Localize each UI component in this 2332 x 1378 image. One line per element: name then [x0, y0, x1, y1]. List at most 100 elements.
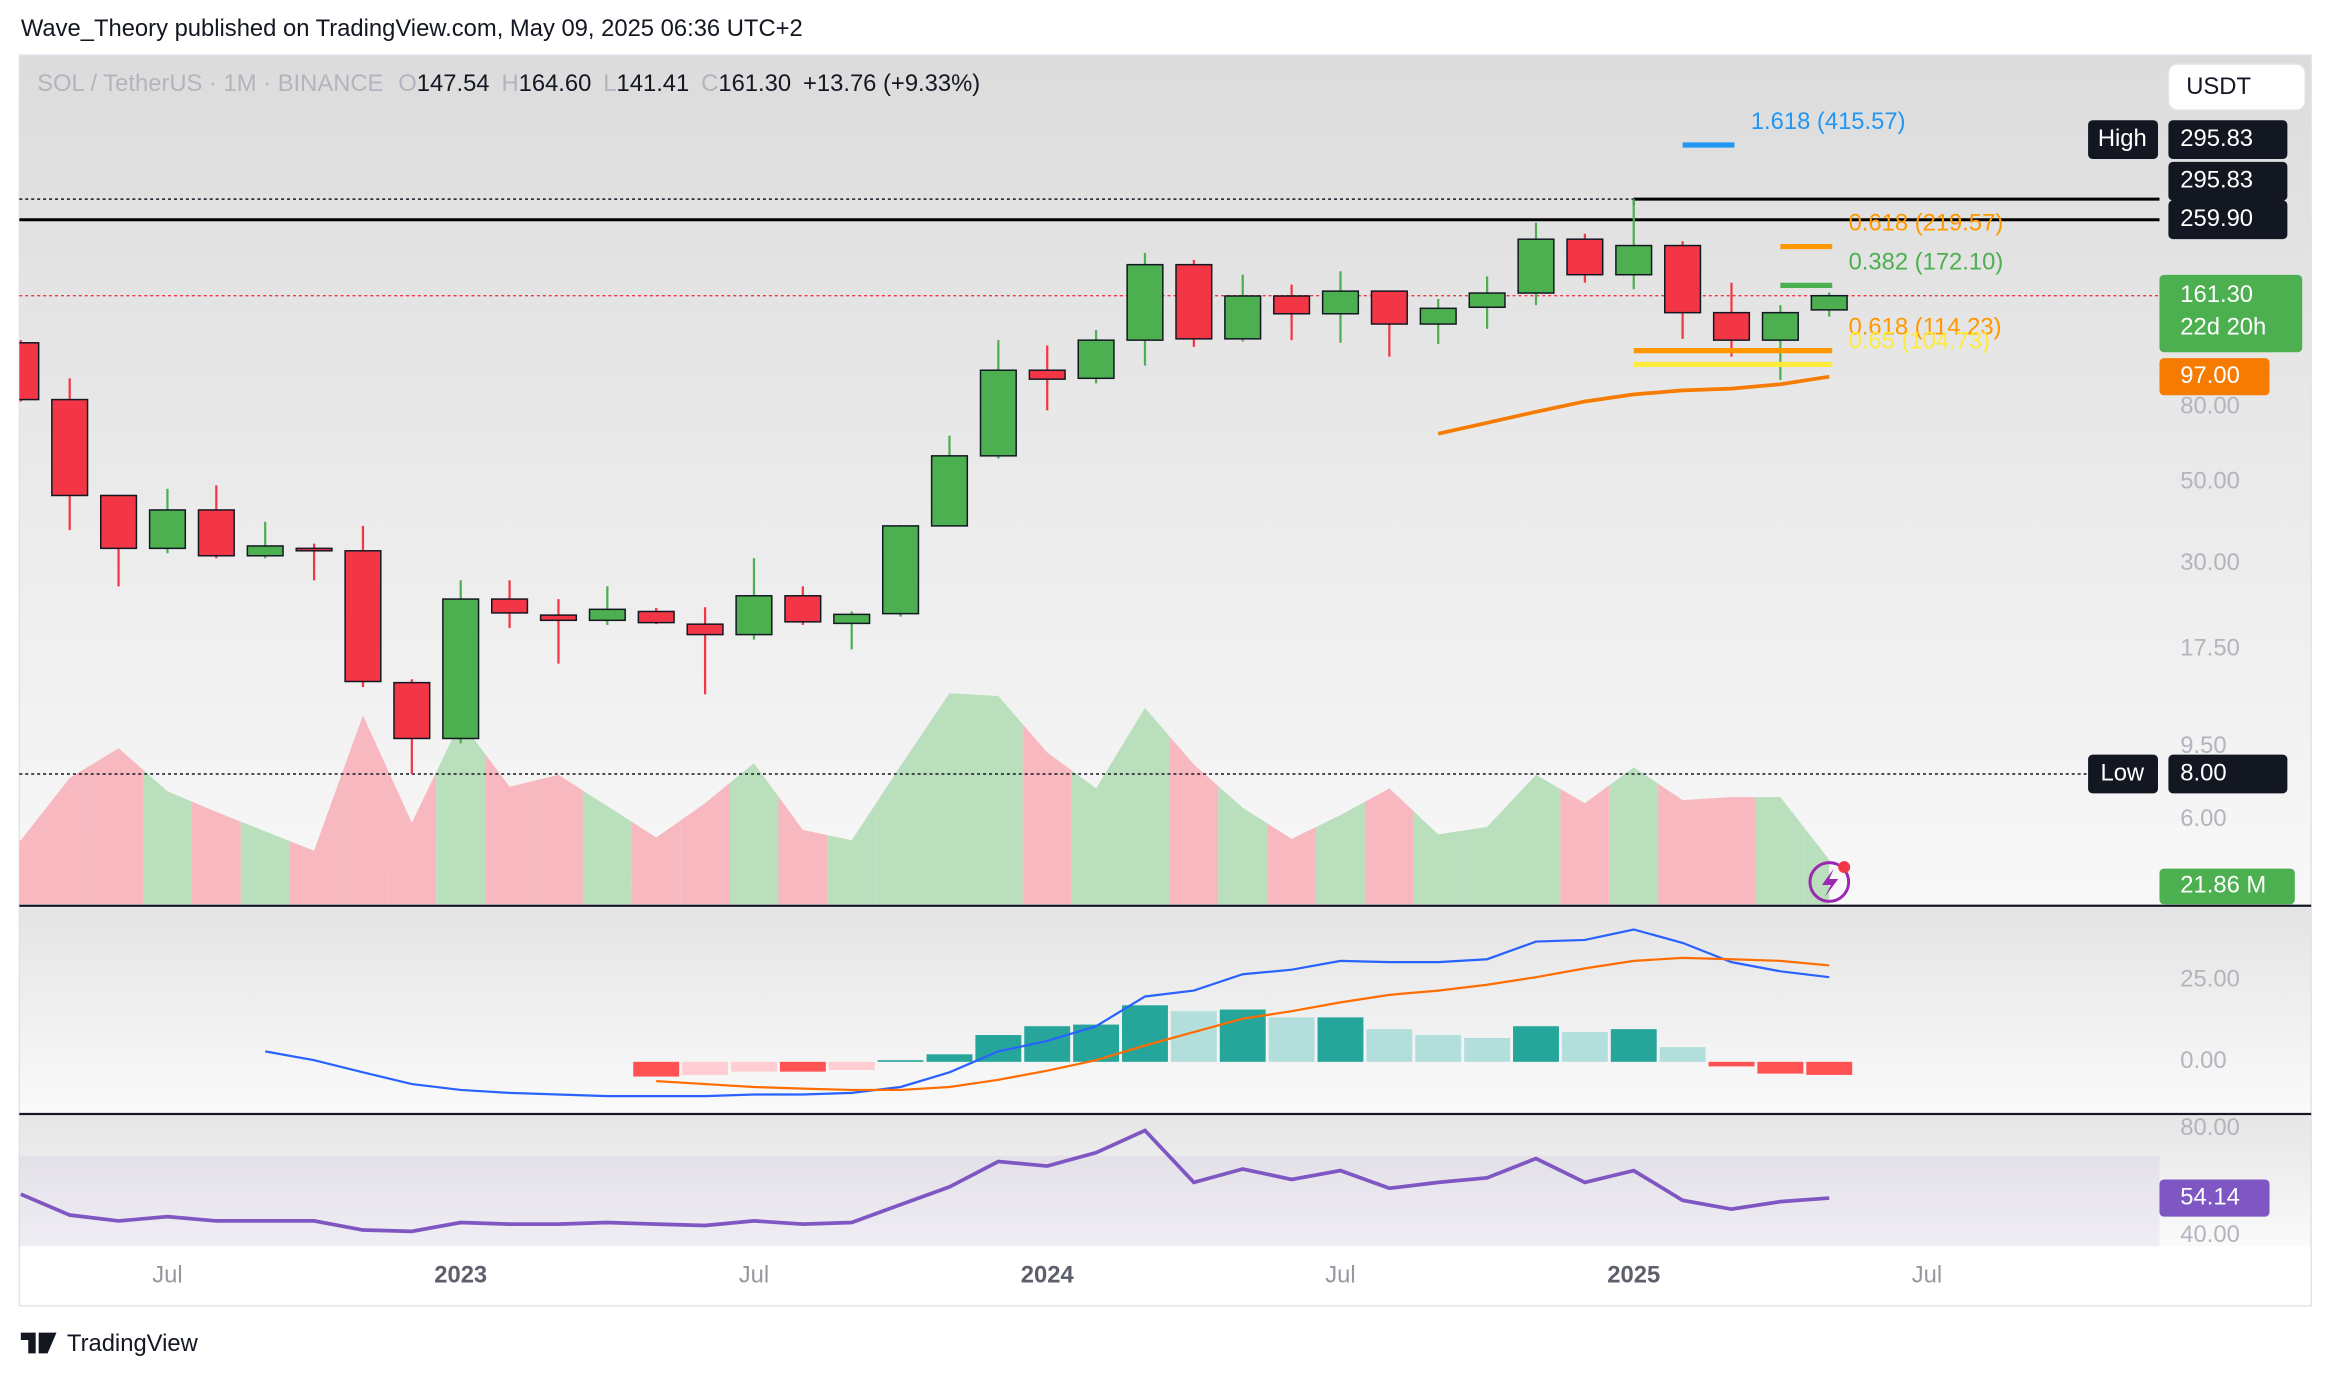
macd-histogram-bar	[1757, 1061, 1804, 1074]
brand-logo: TradingView	[20, 1330, 199, 1357]
volume-area	[1560, 785, 1610, 905]
volume-area	[534, 774, 583, 905]
volume-area	[436, 721, 486, 905]
price-tag	[2159, 274, 2303, 353]
volume-area	[19, 809, 46, 905]
price-tag	[2159, 358, 2270, 396]
icon-dot	[1838, 861, 1851, 874]
price-tag	[2168, 200, 2288, 240]
macd-histogram-bar	[1219, 1009, 1266, 1062]
candle-body	[930, 455, 969, 527]
x-tick-label: Jul	[739, 1261, 769, 1288]
macd-histogram-bar	[731, 1061, 777, 1072]
legend-value: 164.60	[519, 70, 592, 97]
macd-histogram-bar	[877, 1060, 924, 1062]
y-tick-label: 50.00	[2180, 467, 2240, 494]
candle-body	[539, 614, 578, 622]
macd-histogram-bar	[1317, 1017, 1364, 1062]
fib-label: 0.618 (219.57)	[1849, 210, 2004, 237]
volume-area	[1120, 707, 1170, 905]
signal-line	[656, 956, 1830, 1092]
macd-histogram-bar	[926, 1054, 973, 1062]
volume-area	[729, 763, 779, 905]
candle-body	[1517, 238, 1555, 294]
macd-histogram-bar	[1464, 1037, 1511, 1062]
volume-area	[1511, 774, 1561, 905]
legend-value: 147.54	[417, 70, 490, 97]
candle-body	[979, 369, 1017, 457]
legend-key: L	[603, 70, 616, 97]
volume-area	[1071, 748, 1121, 905]
candle-body	[1712, 311, 1751, 341]
price-tag	[2168, 161, 2288, 201]
candle-body	[588, 608, 626, 622]
ema-line	[1437, 374, 1830, 436]
volume-area	[191, 801, 241, 905]
volume-area	[876, 729, 926, 905]
rsi-tag-value: 54.14	[2180, 1183, 2240, 1210]
x-tick-label: 2025	[1607, 1261, 1660, 1288]
x-tick-label: Jul	[1912, 1261, 1942, 1288]
legend-value: 141.41	[617, 70, 690, 97]
candle-body	[1664, 244, 1702, 314]
candle-body	[1273, 295, 1311, 315]
volume-area	[973, 694, 1023, 905]
symbol-title: SOL / TetherUS · 1M · BINANCE	[37, 70, 383, 97]
volume-tag-value: 21.86 M	[2180, 872, 2266, 899]
y-tick-label: 17.50	[2180, 635, 2240, 662]
volume-area	[582, 790, 632, 905]
candle-body	[295, 547, 333, 552]
axis-layer: 80.00 50.00 30.00 17.50 9.50 6.00 Jul 2023 Jul 20…	[152, 120, 2303, 1288]
macd-histogram-bar	[1513, 1026, 1559, 1062]
price-tag	[2168, 120, 2288, 159]
rsi-layer	[19, 1128, 2160, 1247]
fib-label: 0.382 (172.10)	[1849, 248, 2004, 275]
volume-area	[1022, 724, 1072, 905]
macd-layer	[265, 928, 1853, 1098]
legend-change: +13.76 (+9.33%)	[803, 70, 980, 97]
currency-label[interactable]: USDT	[2186, 73, 2251, 100]
macd-line	[265, 928, 1830, 1098]
macd-histogram-bar	[1122, 1005, 1168, 1062]
legend: SOL / TetherUS · 1M · BINANCE O147.54 H164…	[37, 70, 980, 97]
y-tick-label: 9.50	[2180, 732, 2226, 759]
candle-body	[1566, 238, 1604, 276]
candle-body	[393, 681, 431, 740]
candle-body	[1028, 369, 1066, 380]
ema-tag-value: 97.00	[2180, 362, 2240, 389]
volume-area	[94, 748, 144, 905]
candle-body	[51, 398, 89, 497]
volume-area	[387, 768, 437, 905]
macd-histogram-bar	[1610, 1029, 1657, 1062]
candle-body	[735, 595, 773, 636]
candle-body	[1810, 294, 1848, 311]
x-tick-label: 2023	[434, 1261, 487, 1288]
price-tag	[2168, 754, 2288, 794]
countdown-label: 22d 20h	[2180, 314, 2266, 341]
macd-histogram-bar	[1708, 1061, 1755, 1067]
brand-text: TradingView	[67, 1330, 199, 1357]
frame	[18, 54, 2312, 1307]
volume-area	[778, 796, 828, 905]
volume-area	[289, 783, 339, 905]
volume-area	[1267, 823, 1317, 905]
lightning-icon[interactable]	[1808, 861, 1851, 903]
candle-body	[784, 595, 822, 623]
publisher: Wave_Theory published on TradingView.com…	[21, 15, 803, 42]
icon-bolt	[1821, 868, 1839, 897]
macd-histogram-bar	[1659, 1047, 1706, 1062]
extreme-tag-name: Low	[2100, 759, 2144, 786]
level-tag-value: 295.83	[2180, 167, 2253, 194]
y-tick-label: 6.00	[2180, 805, 2226, 832]
currency-button[interactable]	[2167, 63, 2306, 111]
candles-layer: 1.618 (415.57) 0.618 (219.57) 0.382 (172.1…	[19, 108, 2004, 775]
volume-area	[827, 803, 877, 905]
candle-body	[1126, 263, 1164, 341]
x-tick-label: Jul	[152, 1261, 182, 1288]
volume-area	[45, 763, 95, 905]
macd-histogram-bar	[1415, 1035, 1462, 1062]
fib-label: 0.618 (114.23)	[1849, 314, 2002, 341]
candle-body	[1615, 244, 1653, 276]
macd-histogram-bar	[1268, 1017, 1315, 1062]
